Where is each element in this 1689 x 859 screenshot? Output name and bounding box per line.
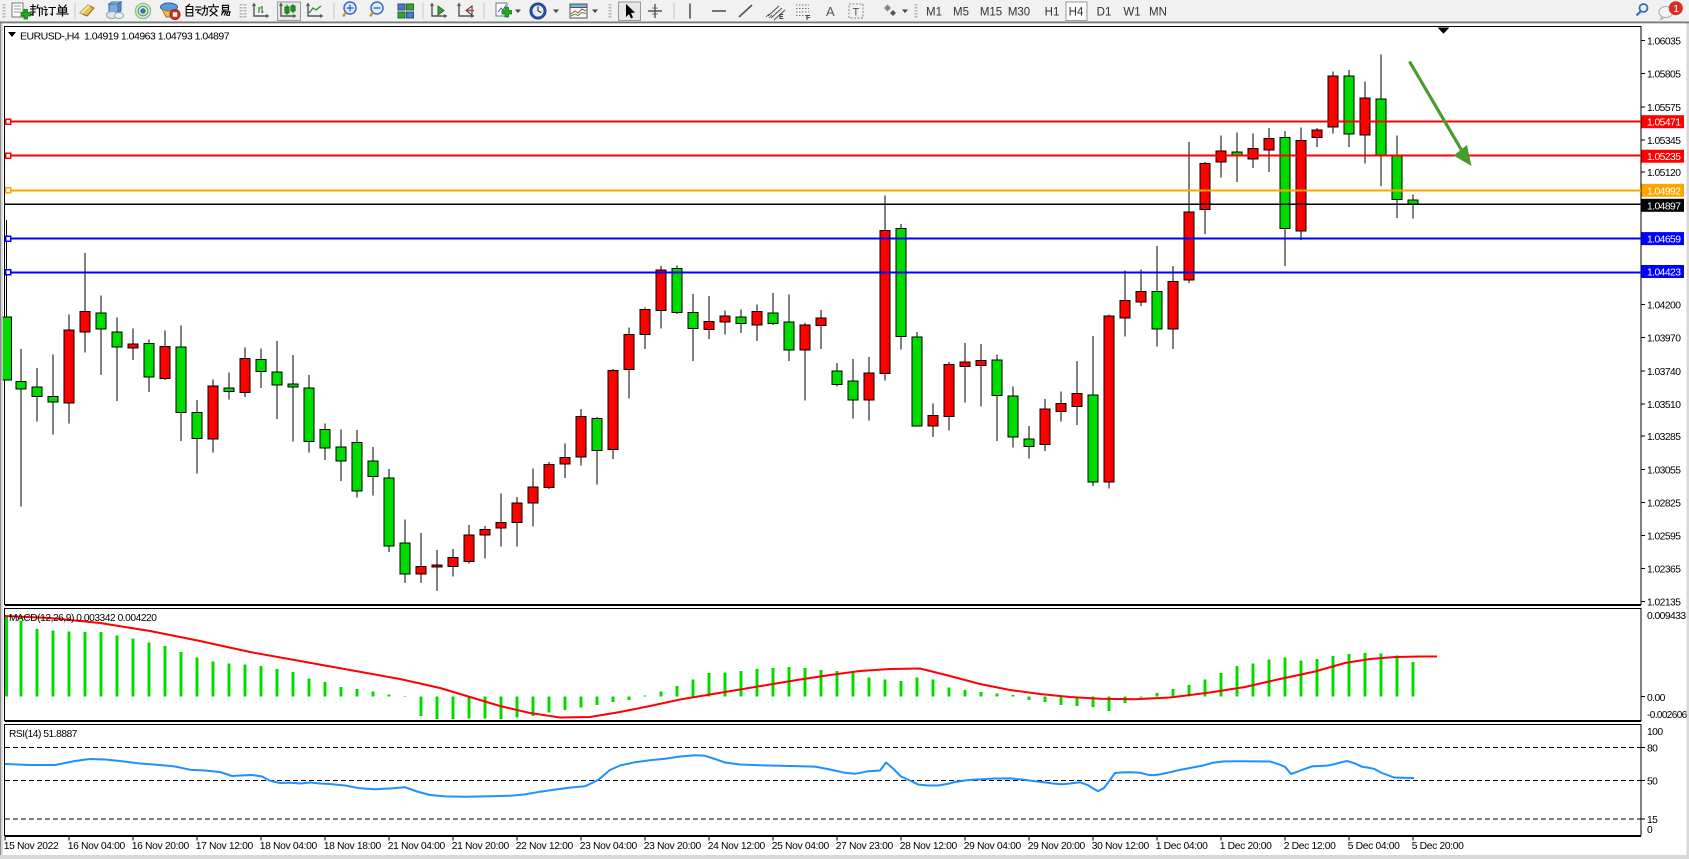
svg-text:2 Dec 12:00: 2 Dec 12:00 xyxy=(1284,841,1336,852)
svg-text:22 Nov 12:00: 22 Nov 12:00 xyxy=(516,841,574,852)
svg-text:-0.002606: -0.002606 xyxy=(1647,710,1688,721)
svg-text:23 Nov 04:00: 23 Nov 04:00 xyxy=(580,841,638,852)
svg-text:21 Nov 20:00: 21 Nov 20:00 xyxy=(452,841,510,852)
svg-text:80: 80 xyxy=(1647,744,1658,755)
svg-text:23 Nov 20:00: 23 Nov 20:00 xyxy=(644,841,702,852)
svg-text:5 Dec 20:00: 5 Dec 20:00 xyxy=(1412,841,1464,852)
svg-text:15 Nov 2022: 15 Nov 2022 xyxy=(4,841,59,852)
svg-text:0: 0 xyxy=(1647,825,1653,836)
svg-text:A: A xyxy=(826,4,835,19)
svg-text:D1: D1 xyxy=(1097,7,1112,19)
svg-text:18 Nov 04:00: 18 Nov 04:00 xyxy=(260,841,318,852)
svg-text:E: E xyxy=(779,14,784,21)
svg-text:M1: M1 xyxy=(926,7,942,19)
svg-text:16 Nov 20:00: 16 Nov 20:00 xyxy=(132,841,190,852)
svg-text:1.02135: 1.02135 xyxy=(1647,598,1681,609)
svg-text:28 Nov 12:00: 28 Nov 12:00 xyxy=(900,841,958,852)
svg-text:M5: M5 xyxy=(953,7,969,19)
svg-text:25 Nov 04:00: 25 Nov 04:00 xyxy=(772,841,830,852)
svg-text:24 Nov 12:00: 24 Nov 12:00 xyxy=(708,841,766,852)
svg-text:M30: M30 xyxy=(1008,7,1030,19)
svg-text:1.04423: 1.04423 xyxy=(1647,268,1681,279)
svg-text:H1: H1 xyxy=(1045,7,1060,19)
svg-text:17 Nov 12:00: 17 Nov 12:00 xyxy=(196,841,254,852)
svg-text:100: 100 xyxy=(1647,727,1663,738)
svg-text:27 Nov 23:00: 27 Nov 23:00 xyxy=(836,841,894,852)
svg-text:1.05805: 1.05805 xyxy=(1647,70,1681,81)
svg-text:M15: M15 xyxy=(980,7,1002,19)
svg-text:15: 15 xyxy=(1647,815,1658,826)
svg-text:1.04897: 1.04897 xyxy=(1647,201,1681,212)
svg-text:MN: MN xyxy=(1149,7,1167,19)
svg-text:0.00: 0.00 xyxy=(1647,693,1666,704)
svg-text:29 Nov 04:00: 29 Nov 04:00 xyxy=(964,841,1022,852)
svg-text:1.03055: 1.03055 xyxy=(1647,465,1681,476)
svg-text:1 Dec 04:00: 1 Dec 04:00 xyxy=(1156,841,1208,852)
svg-text:21 Nov 04:00: 21 Nov 04:00 xyxy=(388,841,446,852)
svg-text:16 Nov 04:00: 16 Nov 04:00 xyxy=(68,841,126,852)
svg-text:1.04200: 1.04200 xyxy=(1647,301,1681,312)
svg-text:1.06035: 1.06035 xyxy=(1647,37,1681,48)
svg-text:W1: W1 xyxy=(1123,7,1140,19)
svg-text:29 Nov 20:00: 29 Nov 20:00 xyxy=(1028,841,1086,852)
svg-text:1.03970: 1.03970 xyxy=(1647,334,1681,345)
svg-text:EURUSD-,H4 1.04919 1.04963 1.: EURUSD-,H4 1.04919 1.04963 1.04793 1.048… xyxy=(20,31,230,43)
svg-text:1.02825: 1.02825 xyxy=(1647,498,1681,509)
svg-text:1.05235: 1.05235 xyxy=(1647,152,1681,163)
svg-text:RSI(14) 51.8887: RSI(14) 51.8887 xyxy=(9,729,78,740)
svg-text:1.04659: 1.04659 xyxy=(1647,235,1681,246)
svg-text:1.05120: 1.05120 xyxy=(1647,168,1681,179)
svg-text:1.05471: 1.05471 xyxy=(1647,118,1681,129)
svg-text:MACD(12,26,9) 0.003342 0.00422: MACD(12,26,9) 0.003342 0.004220 xyxy=(9,613,157,624)
svg-text:1.03285: 1.03285 xyxy=(1647,432,1681,443)
svg-text:1.05575: 1.05575 xyxy=(1647,103,1681,114)
svg-text:F: F xyxy=(806,15,811,22)
svg-text:1.05345: 1.05345 xyxy=(1647,136,1681,147)
svg-text:1.04992: 1.04992 xyxy=(1647,186,1681,197)
svg-text:18 Nov 18:00: 18 Nov 18:00 xyxy=(324,841,382,852)
svg-text:50: 50 xyxy=(1647,776,1658,787)
svg-text:H4: H4 xyxy=(1069,7,1084,19)
svg-text:5 Dec 04:00: 5 Dec 04:00 xyxy=(1348,841,1400,852)
svg-text:1.03740: 1.03740 xyxy=(1647,367,1681,378)
svg-text:1: 1 xyxy=(1673,4,1679,15)
svg-text:1.02595: 1.02595 xyxy=(1647,532,1681,543)
svg-text:0.009433: 0.009433 xyxy=(1647,611,1686,622)
svg-text:1 Dec 20:00: 1 Dec 20:00 xyxy=(1220,841,1272,852)
svg-text:1.02365: 1.02365 xyxy=(1647,565,1681,576)
svg-text:30 Nov 12:00: 30 Nov 12:00 xyxy=(1092,841,1150,852)
svg-text:1.03510: 1.03510 xyxy=(1647,400,1681,411)
svg-text:T: T xyxy=(853,7,860,19)
